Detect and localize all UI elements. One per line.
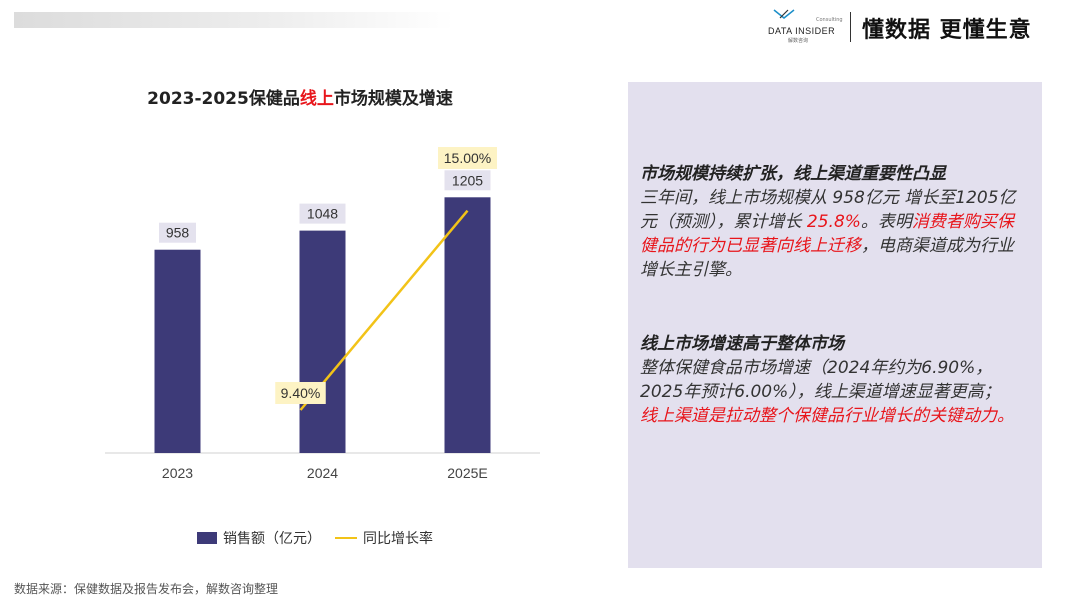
legend-label-sales: 销售额（亿元） xyxy=(223,531,321,547)
legend-swatch-line xyxy=(335,537,357,539)
chart-title-prefix: 2023-2025保健品 xyxy=(147,89,300,109)
insight-1-heading: 市场规模持续扩张，线上渠道重要性凸显 xyxy=(640,164,946,184)
brand-divider xyxy=(850,12,851,42)
insight-1-text-b: 。表明 xyxy=(860,212,912,232)
legend-swatch-bar xyxy=(197,532,217,544)
legend-label-growth: 同比增长率 xyxy=(363,531,433,547)
growth-line xyxy=(299,209,469,411)
bar-label-2025E: 1205 xyxy=(452,172,483,188)
growth-label-2025E: 15.00% xyxy=(444,150,491,166)
bar-2025E xyxy=(444,197,491,453)
slogan: 懂数据 更懂生意 xyxy=(862,18,1032,43)
insight-2-text: 整体保健食品市场增速（2024年约为6.90%，2025年预计6.00%），线上… xyxy=(640,358,1001,402)
chart-canvas: 958 2023 1048 2024 1205 2025E 9.40% 15.00% xyxy=(105,147,540,481)
growth-label-bg-2025E xyxy=(438,147,497,169)
x-tick-2025E: 2025E xyxy=(447,465,487,481)
bar-label-2023: 958 xyxy=(166,225,190,241)
brand-name: DATA INSIDER xyxy=(768,26,836,36)
insight-1-text-c: ，电商渠道成为行业增长主引擎。 xyxy=(640,236,1014,280)
brand-header: Consulting DATA INSIDER 解数咨询 懂数据 更懂生意 xyxy=(766,6,1066,46)
insight-2-highlight: 线上渠道是拉动整个保健品行业增长的关键动力。 xyxy=(640,406,1014,426)
growth-label-bg-2024 xyxy=(275,382,326,404)
insight-1-text-a: 三年间，线上市场规模从 958亿元 增长至1205亿元（预测），累计增长 xyxy=(640,188,1016,232)
brand-logo-mark xyxy=(773,9,795,19)
bar-label-bg-2023 xyxy=(159,222,196,243)
brand-logo: Consulting DATA INSIDER 解数咨询 xyxy=(766,6,844,46)
chart-title: 2023-2025保健品线上市场规模及增速 xyxy=(0,84,600,109)
x-tick-2023: 2023 xyxy=(162,465,193,481)
legend-item-growth: 同比增长率 xyxy=(335,528,433,548)
growth-label-2024: 9.40% xyxy=(281,385,321,401)
legend-item-sales: 销售额（亿元） xyxy=(197,528,321,548)
bar-2024 xyxy=(299,230,346,453)
bar-label-2024: 1048 xyxy=(307,206,338,222)
insight-1-growth-value: 25.8% xyxy=(806,212,861,232)
chart-title-suffix: 市场规模及增速 xyxy=(333,89,453,109)
chart-title-highlight: 线上 xyxy=(299,89,334,109)
brand-consulting-label: Consulting xyxy=(816,17,843,23)
bar-2023 xyxy=(154,249,201,453)
bar-label-bg-2025E xyxy=(444,170,491,191)
chart-legend: 销售额（亿元） 同比增长率 xyxy=(197,528,447,548)
data-source-note: 数据来源：保健数据及报告发布会，解数咨询整理 xyxy=(14,582,279,596)
bar-label-bg-2024 xyxy=(299,203,346,224)
insight-1-highlight: 消费者购买保健品的行为已显著向线上迁移 xyxy=(640,212,1014,256)
insight-panel: 市场规模持续扩张，线上渠道重要性凸显 三年间，线上市场规模从 958亿元 增长至… xyxy=(628,82,1042,568)
insight-paragraph-1: 市场规模持续扩张，线上渠道重要性凸显 三年间，线上市场规模从 958亿元 增长至… xyxy=(640,162,1028,282)
insight-2-heading: 线上市场增速高于整体市场 xyxy=(640,334,844,354)
top-decor-bar xyxy=(14,12,454,28)
insight-paragraph-2: 线上市场增速高于整体市场 整体保健食品市场增速（2024年约为6.90%，202… xyxy=(640,332,1028,428)
x-tick-2024: 2024 xyxy=(307,465,338,481)
brand-subtitle: 解数咨询 xyxy=(788,38,809,44)
